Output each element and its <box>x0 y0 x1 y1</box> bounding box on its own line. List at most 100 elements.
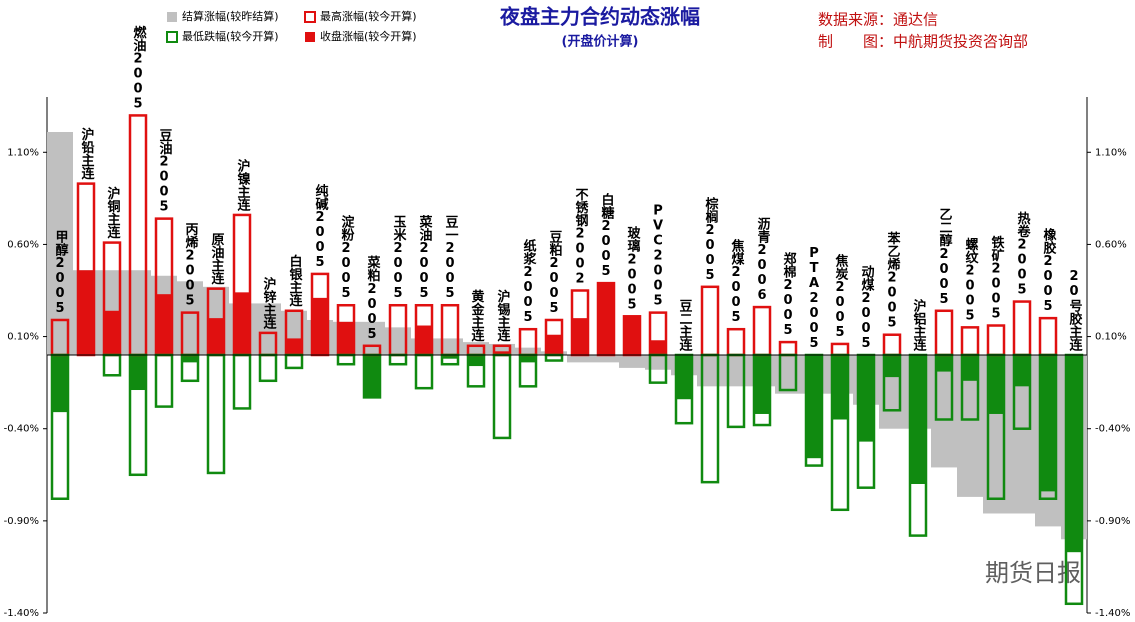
y-tick-label: -1.40% <box>4 608 39 619</box>
bar <box>284 353 304 370</box>
chart-title: 夜盘主力合约动态涨幅 <box>499 5 700 29</box>
bar <box>593 355 619 363</box>
x-tick-label: 原油主连 <box>209 233 225 286</box>
bar <box>778 340 798 357</box>
legend-swatch <box>304 11 316 23</box>
x-tick-label: 纸浆2005 <box>521 239 538 326</box>
legend-swatch <box>167 12 177 22</box>
bar <box>311 297 329 355</box>
bar <box>77 270 95 355</box>
x-tick-label: 白糖2005 <box>599 193 615 280</box>
bar <box>388 353 408 366</box>
bar <box>414 353 434 390</box>
bar <box>206 353 226 475</box>
bar <box>935 355 953 372</box>
x-tick-label: 沪铝主连 <box>911 298 927 352</box>
bar <box>675 355 693 400</box>
x-tick-label: 焦煤2005 <box>729 239 746 326</box>
bar <box>700 285 720 357</box>
x-tick-label: 豆粕2005 <box>547 230 563 316</box>
x-tick-label: 黄金主连 <box>469 289 486 343</box>
x-tick-label: 淀粉2005 <box>339 215 355 302</box>
bar <box>363 355 381 398</box>
bar <box>830 342 850 357</box>
bar <box>1065 355 1083 553</box>
bar <box>489 343 515 355</box>
bar <box>1012 300 1032 357</box>
x-tick-label: 沪铜主连 <box>105 186 122 240</box>
x-tick-label: 铁矿2005 <box>989 235 1006 322</box>
x-tick-label: 不锈钢2002 <box>573 188 589 287</box>
bar <box>102 353 122 377</box>
bar <box>336 353 356 366</box>
x-tick-label: 苯乙烯2005 <box>885 231 902 331</box>
bar <box>934 309 954 357</box>
bar <box>103 310 121 355</box>
x-tick-label: 豆二主连 <box>677 299 693 352</box>
x-tick-label: 20号胶主连 <box>1067 269 1083 352</box>
y-tick-label: 0.10% <box>1095 332 1127 343</box>
x-tick-label: 郑棉2005 <box>781 252 797 339</box>
bar <box>883 355 901 378</box>
legend-label: 最低跌幅(较今开算) <box>182 29 279 43</box>
x-tick-label: 棕榈2005 <box>703 196 720 283</box>
y-tick-label: -1.40% <box>1095 608 1130 619</box>
x-tick-label: 沪锌主连 <box>261 276 277 330</box>
bar <box>232 353 252 410</box>
legend-swatch <box>166 31 178 43</box>
bar <box>961 355 979 381</box>
bar <box>831 355 849 420</box>
bar <box>207 318 225 355</box>
x-tick-label: 沪锡主连 <box>495 289 511 343</box>
y-tick-label: -0.40% <box>4 424 39 435</box>
x-tick-label: 纯碱2005 <box>313 183 329 270</box>
x-tick-label: 沪镍主连 <box>235 158 251 212</box>
y-tick-label: 1.10% <box>7 147 39 158</box>
bar <box>337 321 355 355</box>
bar <box>1039 355 1057 492</box>
bar <box>649 340 667 355</box>
bar <box>645 355 671 370</box>
bar <box>752 305 772 357</box>
bar <box>857 355 875 442</box>
x-tick-label: 沪铅主连 <box>79 127 95 181</box>
bar <box>493 351 511 355</box>
bar <box>882 333 902 357</box>
bar <box>567 355 593 363</box>
bar <box>571 318 589 355</box>
y-tick-label: -0.90% <box>4 516 39 527</box>
bar <box>233 292 251 355</box>
legend-label: 收盘涨幅(较今开算) <box>320 29 417 43</box>
x-tick-label: 热卷2005 <box>1015 211 1031 298</box>
bar <box>960 326 980 357</box>
bar <box>753 355 771 414</box>
bar <box>597 283 615 355</box>
bar <box>437 338 463 355</box>
x-tick-label: 橡胶2005 <box>1041 228 1057 315</box>
y-tick-label: -0.40% <box>1095 424 1130 435</box>
bar <box>1013 355 1031 387</box>
bar <box>129 355 147 391</box>
bar <box>51 355 69 413</box>
x-tick-label: 动煤2005 <box>859 265 875 351</box>
bar <box>285 338 303 355</box>
bar <box>181 355 199 363</box>
bar <box>154 353 174 408</box>
bar <box>726 327 746 357</box>
y-tick-label: 0.60% <box>1095 239 1127 250</box>
x-tick-label: PTA2005 <box>807 246 822 351</box>
bar <box>805 355 823 459</box>
x-tick-label: 玻璃2005 <box>625 226 641 313</box>
bar <box>155 294 173 355</box>
x-tick-label: 燃油2005 <box>131 25 147 112</box>
bar <box>619 355 645 368</box>
x-tick-label: 甲醇2005 <box>53 230 69 316</box>
x-tick-label: 菜油2005 <box>417 215 434 302</box>
bar <box>467 355 485 367</box>
y-tick-label: 0.10% <box>7 332 39 343</box>
source-note: 数据来源：通达信 <box>818 11 938 29</box>
x-tick-label: 豆油2005 <box>157 129 173 215</box>
y-tick-label: 0.60% <box>7 239 39 250</box>
x-tick-label: 丙烯2005 <box>183 223 199 309</box>
